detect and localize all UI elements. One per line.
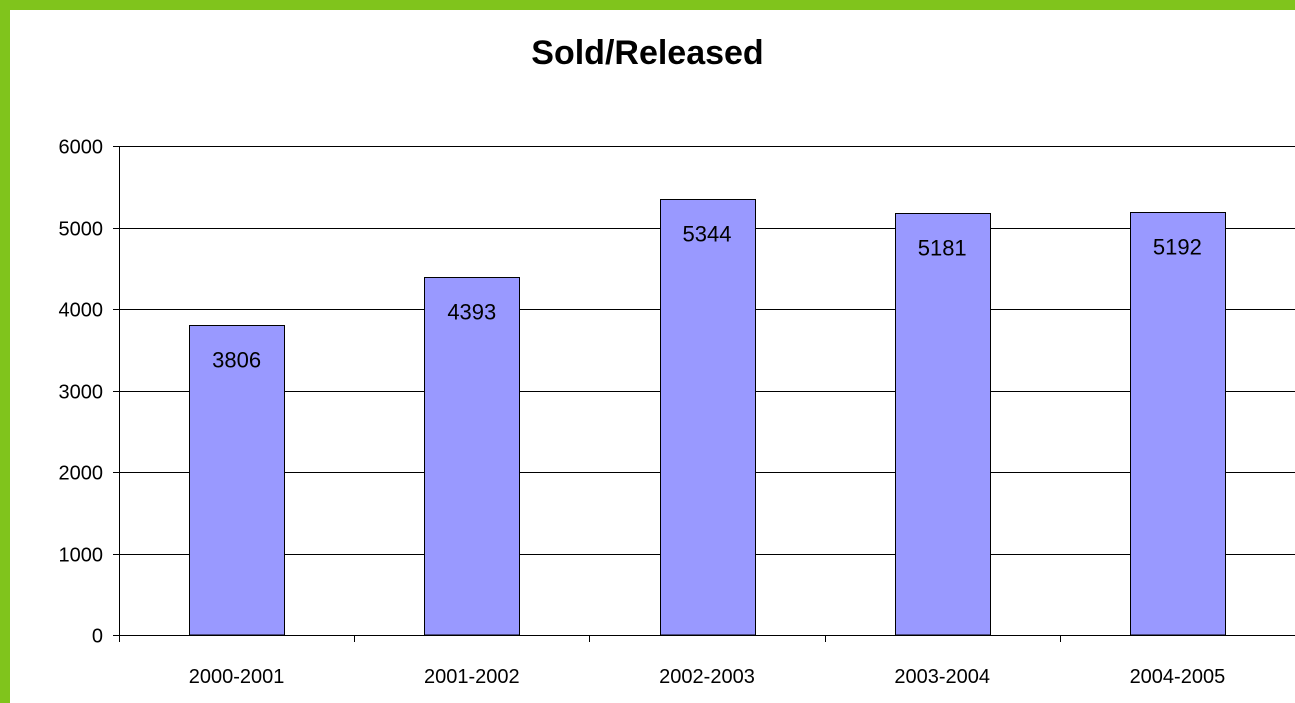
data-label: 5344 [683,222,732,247]
bar-2001-2002 [424,277,520,636]
bar-2002-2003 [660,199,756,636]
x-tick-label: 2003-2004 [894,666,990,688]
chart-title: Sold/Released [531,34,764,72]
axes [113,146,1295,642]
x-tick-label: 2004-2005 [1130,666,1226,688]
y-tick-label: 6000 [59,137,104,159]
y-tick-label: 2000 [59,463,104,485]
bar-2000-2001 [189,325,285,636]
y-tick-label: 4000 [59,300,104,322]
y-tick-label: 0 [92,626,103,648]
y-tick-label: 5000 [59,219,104,241]
bars [189,199,1226,636]
y-tick-label: 3000 [59,382,104,404]
x-tick-label: 2002-2003 [659,666,755,688]
data-label: 4393 [447,300,496,325]
x-tick-label: 2000-2001 [189,666,285,688]
x-tick-label: 2001-2002 [424,666,520,688]
bar-2003-2004 [895,213,991,636]
y-tick-label: 1000 [59,545,104,567]
data-label: 5181 [918,236,967,261]
bar-2004-2005 [1130,212,1226,636]
data-label: 3806 [212,348,261,373]
data-label: 5192 [1153,235,1202,260]
labels: 0 1000 2000 3000 4000 5000 6000 3806 2000-2001 43… [59,137,1226,689]
